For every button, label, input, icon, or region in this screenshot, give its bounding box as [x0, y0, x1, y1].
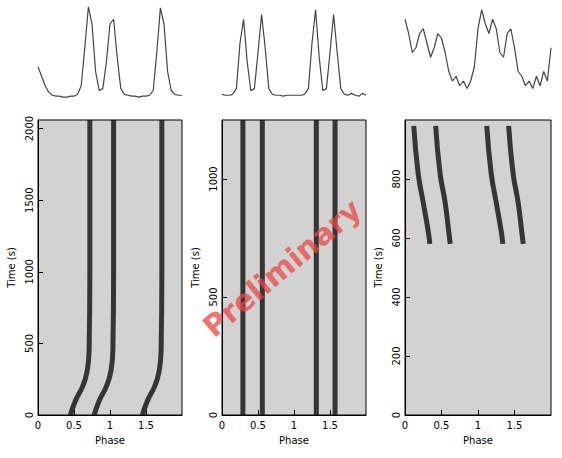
svg-text:1000: 1000 [208, 166, 219, 191]
svg-text:0: 0 [35, 420, 41, 431]
svg-text:0: 0 [402, 420, 408, 431]
svg-text:Time (s): Time (s) [190, 247, 201, 289]
svg-text:600: 600 [391, 228, 402, 247]
svg-text:1.5: 1.5 [507, 420, 523, 431]
svg-text:Phase: Phase [279, 435, 309, 446]
svg-text:200: 200 [391, 346, 402, 365]
svg-text:1500: 1500 [24, 187, 35, 212]
svg-text:0: 0 [208, 412, 219, 418]
svg-text:1.5: 1.5 [138, 420, 154, 431]
svg-text:0: 0 [219, 420, 225, 431]
svg-text:1: 1 [107, 420, 113, 431]
svg-text:Phase: Phase [463, 435, 493, 446]
svg-text:Time (s): Time (s) [6, 247, 17, 289]
svg-text:0: 0 [391, 412, 402, 418]
svg-text:Phase: Phase [95, 435, 125, 446]
svg-text:2000: 2000 [24, 116, 35, 141]
svg-text:Preliminary: Preliminary [196, 192, 368, 345]
svg-text:400: 400 [391, 287, 402, 306]
svg-text:500: 500 [24, 334, 35, 353]
svg-text:0.5: 0.5 [434, 420, 450, 431]
svg-text:500: 500 [207, 287, 219, 307]
svg-text:0.5: 0.5 [250, 420, 266, 431]
svg-text:1: 1 [291, 420, 297, 431]
svg-text:1: 1 [475, 420, 481, 431]
svg-text:800: 800 [391, 169, 402, 188]
svg-text:Time (s): Time (s) [373, 247, 384, 289]
svg-text:1000: 1000 [24, 259, 35, 284]
svg-text:0.5: 0.5 [66, 420, 82, 431]
svg-text:1.5: 1.5 [322, 420, 338, 431]
svg-text:0: 0 [24, 412, 35, 418]
